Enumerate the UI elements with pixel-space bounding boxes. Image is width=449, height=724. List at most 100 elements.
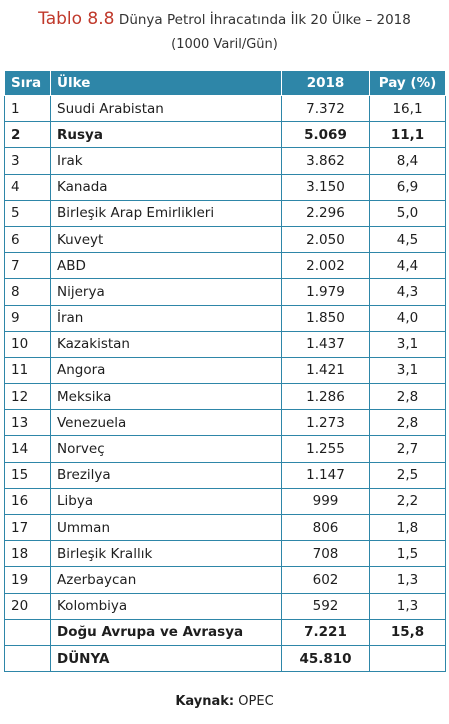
share-cell: 1,3 [369,566,446,594]
value-cell: 1.437 [281,330,370,358]
header-share: Pay (%) [369,70,446,96]
header-rank: Sıra [4,70,51,96]
table-row: 20 Kolombiya 592 1,3 [4,592,446,620]
rank-cell: 13 [4,409,51,437]
data-table: Sıra Ülke 2018 Pay (%) 1 Suudi Arabistan 7… [4,70,446,673]
table-row: 10 Kazakistan 1.437 3,1 [4,330,446,358]
table-row: 16 Libya 999 2,2 [4,487,446,516]
country-cell: Nijerya [50,278,282,306]
country-cell: Suudi Arabistan [50,94,282,123]
table-row: 7 ABD 2.002 4,4 [4,252,446,280]
country-cell: Angora [50,356,282,385]
rank-cell: 12 [4,383,51,411]
rank-cell: 1 [4,94,51,123]
country-cell: Venezuela [50,409,282,437]
source-note: Kaynak: OPEC [0,694,449,709]
share-cell: 2,5 [369,461,446,489]
value-cell: 1.255 [281,435,370,463]
rank-cell: 7 [4,252,51,280]
rank-cell: 8 [4,278,51,306]
rank-cell: 20 [4,592,51,620]
rank-cell: 10 [4,330,51,358]
table-row: Doğu Avrupa ve Avrasya 7.221 15,8 [4,618,446,646]
share-cell: 2,2 [369,487,446,516]
share-cell: 5,0 [369,199,446,227]
country-cell: Birleşik Arap Emirlikleri [50,199,282,227]
share-cell: 2,8 [369,409,446,437]
table-row: 17 Umman 806 1,8 [4,513,446,542]
rank-cell: 2 [4,121,51,149]
value-cell: 1.979 [281,278,370,306]
rank-cell: 17 [4,513,51,542]
share-cell: 16,1 [369,94,446,123]
value-cell: 1.273 [281,409,370,437]
country-cell: Kuveyt [50,225,282,254]
share-cell: 15,8 [369,618,446,646]
table-row: 14 Norveç 1.255 2,7 [4,435,446,463]
table-caption: Tablo 8.8 Dünya Petrol İhracatında İlk 2… [0,9,449,30]
value-cell: 7.372 [281,94,370,123]
rank-cell: 15 [4,461,51,489]
table-row: DÜNYA 45.810 [4,644,446,673]
country-cell: Irak [50,147,282,175]
share-cell: 11,1 [369,121,446,149]
rank-cell: 5 [4,199,51,227]
country-cell: İran [50,304,282,332]
rank-cell: 6 [4,225,51,254]
share-cell [369,644,446,673]
table-row: 5 Birleşik Arap Emirlikleri 2.296 5,0 [4,199,446,227]
value-cell: 5.069 [281,121,370,149]
country-cell: Birleşik Krallık [50,540,282,568]
rank-cell: 9 [4,304,51,332]
share-cell: 3,1 [369,356,446,385]
share-cell: 6,9 [369,173,446,201]
table-row: 13 Venezuela 1.273 2,8 [4,409,446,437]
rank-cell: 4 [4,173,51,201]
rank-cell: 16 [4,487,51,516]
table-row: 1 Suudi Arabistan 7.372 16,1 [4,94,446,123]
share-cell: 2,8 [369,383,446,411]
value-cell: 45.810 [281,644,370,673]
rank-cell: 18 [4,540,51,568]
share-cell: 2,7 [369,435,446,463]
table-row: 15 Brezilya 1.147 2,5 [4,461,446,489]
rank-cell: 14 [4,435,51,463]
value-cell: 2.002 [281,252,370,280]
rank-cell: 3 [4,147,51,175]
country-cell: Doğu Avrupa ve Avrasya [50,618,282,646]
table-row: 18 Birleşik Krallık 708 1,5 [4,540,446,568]
table-header-row: Sıra Ülke 2018 Pay (%) [4,70,446,96]
table-row: 2 Rusya 5.069 11,1 [4,121,446,149]
value-cell: 602 [281,566,370,594]
country-cell: Umman [50,513,282,542]
country-cell: Rusya [50,121,282,149]
rank-cell [4,618,51,646]
value-cell: 1.850 [281,304,370,332]
share-cell: 3,1 [369,330,446,358]
country-cell: ABD [50,252,282,280]
share-cell: 8,4 [369,147,446,175]
country-cell: Brezilya [50,461,282,489]
country-cell: Norveç [50,435,282,463]
value-cell: 999 [281,487,370,516]
table-row: 19 Azerbaycan 602 1,3 [4,566,446,594]
share-cell: 1,8 [369,513,446,542]
value-cell: 1.147 [281,461,370,489]
table-unit: (1000 Varil/Gün) [171,37,278,52]
value-cell: 1.286 [281,383,370,411]
table-row: 9 İran 1.850 4,0 [4,304,446,332]
table-row: 11 Angora 1.421 3,1 [4,356,446,385]
country-cell: Meksika [50,383,282,411]
country-cell: Azerbaycan [50,566,282,594]
table-row: 12 Meksika 1.286 2,8 [4,383,446,411]
share-cell: 1,3 [369,592,446,620]
value-cell: 592 [281,592,370,620]
source-label: Kaynak: [175,694,235,709]
share-cell: 4,3 [369,278,446,306]
table-row: 4 Kanada 3.150 6,9 [4,173,446,201]
header-country: Ülke [50,70,282,96]
share-cell: 4,4 [369,252,446,280]
country-cell: DÜNYA [50,644,282,673]
share-cell: 4,5 [369,225,446,254]
value-cell: 806 [281,513,370,542]
